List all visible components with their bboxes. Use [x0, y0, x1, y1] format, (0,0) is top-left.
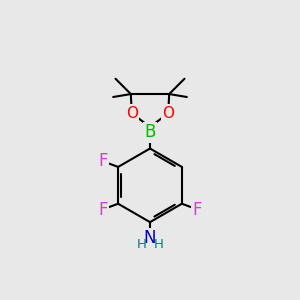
Text: O: O: [126, 106, 138, 121]
Text: O: O: [162, 106, 174, 121]
Text: F: F: [192, 201, 202, 219]
Text: F: F: [98, 152, 108, 170]
Text: H: H: [137, 238, 147, 251]
Text: N: N: [144, 229, 156, 247]
Text: B: B: [144, 123, 156, 141]
Text: F: F: [98, 201, 108, 219]
Text: H: H: [153, 238, 163, 251]
